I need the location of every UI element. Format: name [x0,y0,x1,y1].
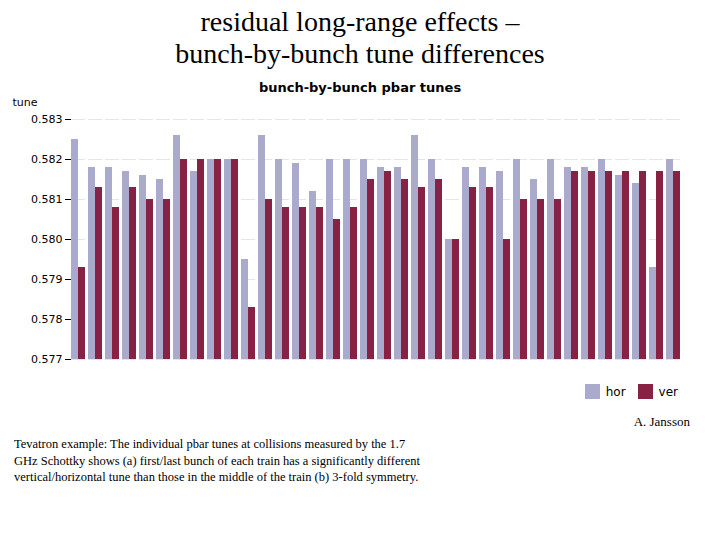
html-text:vertical/horizontal tune than: vertical/horizontal tune than those in t… [14,469,419,484]
html-text:residual long-range effects –: residual long-range effects – [200,6,520,37]
svg-text:0.583: 0.583 [31,113,63,126]
html-text:hor: hor [605,384,626,399]
html-text:bunch-by-bunch pbar tunes: bunch-by-bunch pbar tunes [258,80,462,96]
svg-text:0.577: 0.577 [31,353,63,366]
html-text:GHz Schottky shows (a) first/l: GHz Schottky shows (a) first/last bunch … [14,453,420,468]
svg-text:0.579: 0.579 [31,273,63,286]
svg-text:0.581: 0.581 [31,193,63,206]
html-text:A. Jansson: A. Jansson [633,414,690,430]
svg-text:0.582: 0.582 [31,153,63,166]
html-text:ver: ver [658,384,678,399]
svg-text:tune: tune [13,97,38,110]
html-text:bunch-by-bunch tune difference: bunch-by-bunch tune differences [175,38,545,70]
svg-text:0.578: 0.578 [31,313,63,326]
svg-text:0.580: 0.580 [31,233,63,246]
html-text:Tevatron example: The individu: Tevatron example: The individual pbar tu… [14,437,406,452]
